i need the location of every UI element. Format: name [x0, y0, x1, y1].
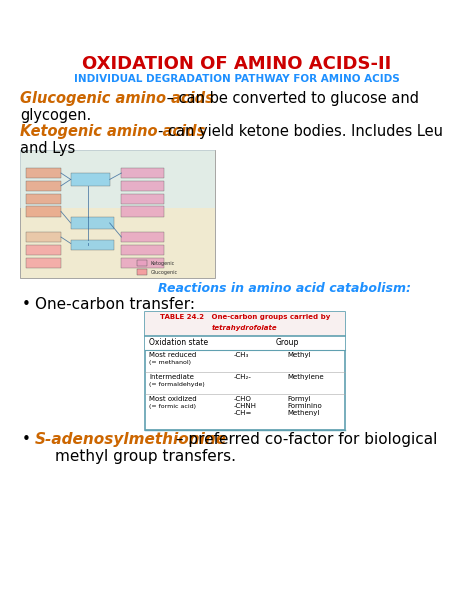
Bar — [121, 232, 164, 242]
Bar — [121, 168, 164, 178]
Bar — [121, 245, 164, 255]
Text: S-adenosylmethionine: S-adenosylmethionine — [35, 432, 227, 447]
Bar — [137, 260, 147, 266]
Bar — [71, 173, 109, 186]
Bar — [121, 257, 164, 268]
Text: glycogen.: glycogen. — [20, 108, 91, 123]
Text: Ketogenic amino acids: Ketogenic amino acids — [20, 124, 205, 139]
Text: Most reduced: Most reduced — [149, 352, 196, 358]
Text: Group: Group — [275, 338, 299, 347]
Bar — [145, 336, 345, 350]
Bar — [26, 232, 61, 242]
Bar — [26, 245, 61, 255]
Bar — [26, 207, 61, 217]
Text: One-carbon transfer:: One-carbon transfer: — [35, 297, 195, 312]
Text: OXIDATION OF AMINO ACIDS-II: OXIDATION OF AMINO ACIDS-II — [82, 55, 392, 73]
Text: Intermediate: Intermediate — [149, 374, 194, 380]
Text: Oxidation state: Oxidation state — [149, 338, 208, 347]
Text: Glucogenic amino acids: Glucogenic amino acids — [20, 91, 214, 106]
Text: – can be converted to glucose and: – can be converted to glucose and — [162, 91, 419, 106]
Bar — [26, 168, 61, 178]
Text: (= formic acid): (= formic acid) — [149, 404, 196, 409]
Bar — [145, 312, 345, 336]
Bar — [121, 181, 164, 191]
Bar — [20, 150, 215, 208]
Bar — [26, 193, 61, 204]
Text: -CHO
-CHNH
-CH=: -CHO -CHNH -CH= — [234, 396, 257, 416]
Text: (= methanol): (= methanol) — [149, 360, 191, 365]
Text: -CH₃: -CH₃ — [234, 352, 249, 358]
Text: Methyl: Methyl — [287, 352, 310, 358]
Text: •: • — [22, 432, 31, 447]
Bar — [121, 207, 164, 217]
Bar — [71, 240, 114, 250]
Text: Glucogenic: Glucogenic — [151, 270, 178, 275]
Text: TABLE 24.2   One-carbon groups carried by: TABLE 24.2 One-carbon groups carried by — [160, 314, 330, 320]
Text: Ketogenic: Ketogenic — [151, 261, 175, 266]
Text: Formyl
Forminino
Methenyl: Formyl Forminino Methenyl — [287, 396, 322, 416]
Text: INDIVIDUAL DEGRADATION PATHWAY FOR AMINO ACIDS: INDIVIDUAL DEGRADATION PATHWAY FOR AMINO… — [74, 74, 400, 84]
Bar — [121, 193, 164, 204]
Text: – preferred co-factor for biological: – preferred co-factor for biological — [172, 432, 438, 447]
Text: Methylene: Methylene — [287, 374, 324, 380]
Bar — [71, 217, 114, 230]
Text: tetrahydrofolate: tetrahydrofolate — [212, 325, 278, 331]
Bar — [20, 150, 215, 278]
Bar — [26, 257, 61, 268]
Bar — [145, 312, 345, 430]
Text: and Lys: and Lys — [20, 141, 75, 156]
Text: (= formaldehyde): (= formaldehyde) — [149, 382, 205, 387]
Bar — [137, 269, 147, 275]
Text: methyl group transfers.: methyl group transfers. — [55, 449, 236, 464]
Text: - can yield ketone bodies. Includes Leu: - can yield ketone bodies. Includes Leu — [158, 124, 443, 139]
Text: •: • — [22, 297, 31, 312]
Text: Reactions in amino acid catabolism:: Reactions in amino acid catabolism: — [158, 282, 411, 295]
Bar — [26, 181, 61, 191]
Text: Most oxidized: Most oxidized — [149, 396, 197, 402]
Text: -CH₂-: -CH₂- — [234, 374, 252, 380]
